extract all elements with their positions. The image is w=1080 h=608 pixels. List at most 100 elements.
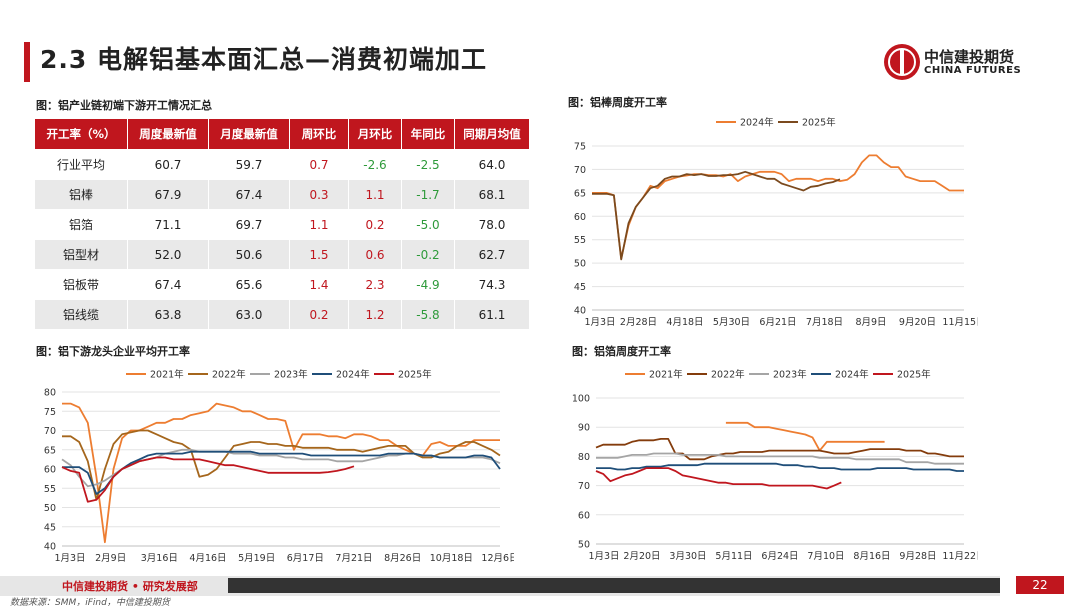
y-tick-label: 50 — [578, 540, 590, 551]
legend-label: 2025年 — [398, 369, 432, 381]
table-cell: -0.2 — [401, 239, 455, 270]
legend-label: 2025年 — [802, 117, 836, 129]
row-label: 行业平均 — [34, 149, 128, 180]
y-tick-label: 60 — [574, 212, 586, 223]
table-cell: 1.2 — [348, 299, 402, 330]
series-line — [62, 429, 501, 501]
table-cell: -4.9 — [401, 269, 455, 300]
row-label: 铝线缆 — [34, 299, 128, 330]
table-cell: 1.4 — [289, 269, 349, 300]
legend-label: 2024年 — [835, 369, 869, 381]
table-row: 铝箔 71.1 69.7 1.1 0.2 -5.0 78.0 — [34, 209, 530, 240]
table-header-cell: 月度最新值 — [208, 118, 290, 150]
slide-title: 2.3 电解铝基本面汇总—消费初端加工 — [40, 45, 487, 74]
table-header-row: 开工率（%） 周度最新值 月度最新值 周环比 月环比 年同比 同期月均值 — [34, 118, 530, 150]
table-cell: 0.7 — [289, 149, 349, 180]
table-cell: 67.4 — [208, 179, 290, 210]
table-cell: 69.7 — [208, 209, 290, 240]
table-cell: -2.5 — [401, 149, 455, 180]
table-row: 行业平均 60.7 59.7 0.7 -2.6 -2.5 64.0 — [34, 149, 530, 180]
aluminum-rod-utilization-chart: 40 45 50 55 60 65 70 75 1月3日 2月28日 4月18日 5月30日 6月21日… — [548, 108, 986, 336]
legend-label: 2023年 — [773, 369, 807, 381]
x-tick-label: 6月21日 — [759, 317, 796, 328]
table-cell: 1.1 — [348, 179, 402, 210]
table-cell: 0.2 — [289, 299, 349, 330]
x-tick-label: 6月17日 — [287, 553, 324, 564]
logo-text-en: CHINA FUTURES — [924, 65, 1022, 76]
table-row: 铝棒 67.9 67.4 0.3 1.1 -1.7 68.1 — [34, 179, 530, 210]
brand-logo: 中信建投期货 CHINA FUTURES — [884, 44, 1054, 82]
table-cell: 71.1 — [127, 209, 209, 240]
x-tick-label: 11月15日 — [942, 317, 978, 328]
series-line — [595, 467, 842, 490]
leading-enterprises-utilization-chart: 40 45 50 55 60 65 70 75 80 1月3日 2月9日 3月16日 4月16日 5月19… — [28, 360, 519, 572]
table-cell: -2.6 — [348, 149, 402, 180]
series-line — [595, 438, 964, 461]
logo-text-cn: 中信建投期货 — [924, 48, 1015, 66]
legend-label: 2021年 — [150, 369, 184, 381]
row-label: 铝板带 — [34, 269, 128, 300]
table-cell: -5.0 — [401, 209, 455, 240]
table-cell: 65.6 — [208, 269, 290, 300]
table-cell: 63.0 — [208, 299, 290, 330]
y-tick-label: 70 — [574, 165, 586, 176]
series-line — [592, 154, 964, 260]
y-tick-label: 100 — [572, 394, 590, 405]
table-cell: 63.8 — [127, 299, 209, 330]
y-tick-label: 75 — [574, 142, 586, 153]
table-cell: 61.1 — [454, 299, 530, 330]
x-tick-label: 4月18日 — [666, 317, 703, 328]
table-header-cell: 周度最新值 — [127, 118, 209, 150]
series-line — [596, 462, 964, 472]
table-cell: 67.4 — [127, 269, 209, 300]
legend-label: 2022年 — [711, 369, 745, 381]
legend-label: 2025年 — [897, 369, 931, 381]
table-cell: 64.0 — [454, 149, 530, 180]
table-cell: 0.2 — [348, 209, 402, 240]
data-source-note: 数据来源：SMM，iFind，中信建投期货 — [10, 598, 170, 608]
table-cell: 0.6 — [348, 239, 402, 270]
table-header-cell: 开工率（%） — [34, 118, 128, 150]
series-line — [592, 170, 841, 261]
table-cell: -5.8 — [401, 299, 455, 330]
y-tick-label: 50 — [44, 503, 56, 514]
table-cell: 1.1 — [289, 209, 349, 240]
footer-divider — [228, 578, 1000, 593]
y-tick-label: 40 — [44, 542, 56, 553]
y-tick-label: 55 — [44, 484, 56, 495]
series-line — [596, 452, 964, 465]
x-tick-label: 8月16日 — [853, 551, 890, 562]
table-cell: 0.3 — [289, 179, 349, 210]
footer-label: 中信建投期货 • 研究发展部 — [62, 580, 198, 593]
table-cell: 2.3 — [348, 269, 402, 300]
y-tick-label: 80 — [44, 388, 56, 399]
aluminum-rod-utilization-svg: 40 45 50 55 60 65 70 75 1月3日 2月28日 4月18日 5月30日 6月21日… — [574, 117, 986, 329]
table-caption: 图：铝产业链初端下游开工情况汇总 — [36, 99, 212, 112]
table-cell: 74.3 — [454, 269, 530, 300]
legend-label: 2024年 — [740, 117, 774, 129]
table-row: 铝板带 67.4 65.6 1.4 2.3 -4.9 74.3 — [34, 269, 530, 300]
x-tick-label: 1月3日 — [584, 317, 615, 328]
x-tick-label: 1月3日 — [54, 553, 85, 564]
table-row: 铝型材 52.0 50.6 1.5 0.6 -0.2 62.7 — [34, 239, 530, 270]
x-tick-label: 5月19日 — [238, 553, 275, 564]
series-line — [62, 450, 501, 495]
x-tick-label: 6月24日 — [761, 551, 798, 562]
table-cell: 67.9 — [127, 179, 209, 210]
x-tick-label: 7月21日 — [335, 553, 372, 564]
x-tick-label: 2月28日 — [620, 317, 657, 328]
table-header-cell: 周环比 — [289, 118, 349, 150]
x-tick-label: 11月22日 — [942, 551, 978, 562]
row-label: 铝箔 — [34, 209, 128, 240]
series-line — [61, 456, 355, 503]
x-tick-label: 9月20日 — [899, 317, 936, 328]
x-tick-label: 4月16日 — [189, 553, 226, 564]
x-tick-label: 7月10日 — [807, 551, 844, 562]
y-tick-label: 60 — [44, 465, 56, 476]
table-cell: 1.5 — [289, 239, 349, 270]
chart-caption-foil: 图：铝箔周度开工率 — [572, 345, 671, 358]
page-number: 22 — [1016, 576, 1064, 594]
y-tick-label: 75 — [44, 407, 56, 418]
y-tick-label: 70 — [578, 481, 590, 492]
y-tick-label: 80 — [578, 452, 590, 463]
